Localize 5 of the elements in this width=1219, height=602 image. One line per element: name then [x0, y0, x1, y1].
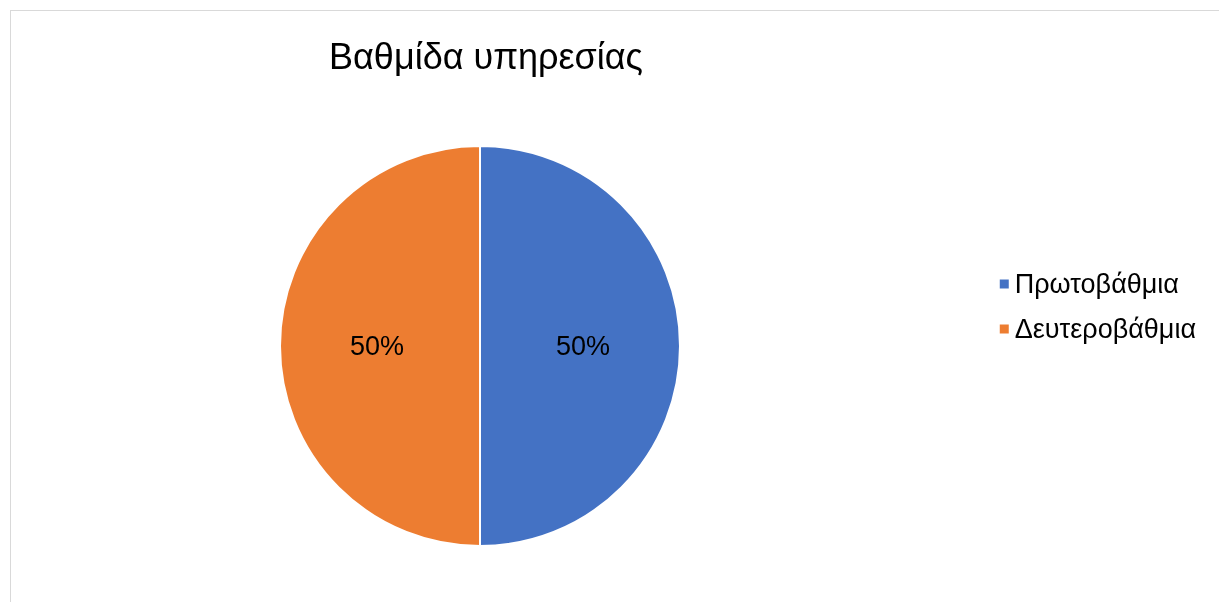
data-label: 50% — [349, 331, 405, 361]
legend-label: Δευτεροβάθμια — [1014, 314, 1197, 344]
chart-title: Βαθμίδα υπηρεσίας — [329, 35, 643, 77]
legend-label: Πρωτοβάθμια — [1014, 269, 1179, 299]
data-label: 50% — [555, 331, 611, 361]
